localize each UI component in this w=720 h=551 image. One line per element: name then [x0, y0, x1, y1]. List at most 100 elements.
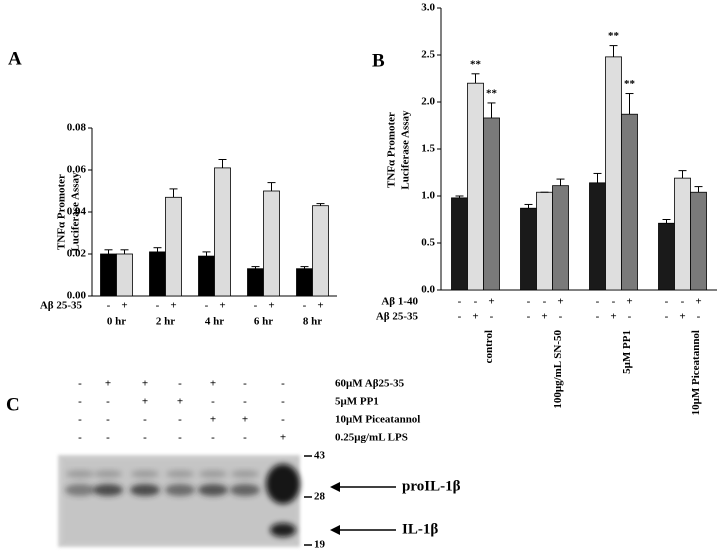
error-bar [694, 186, 703, 193]
gel-band [266, 464, 300, 504]
significance-label: ** [486, 87, 498, 99]
bar [589, 182, 606, 291]
condition-sign: - [281, 378, 285, 390]
marker-label: 19 [314, 539, 326, 551]
x-tick-label: 4 hr [205, 316, 224, 328]
condition-sign: - [681, 296, 685, 308]
condition-sign: - [596, 311, 600, 323]
condition-sign: - [559, 311, 563, 323]
condition-sign: + [557, 296, 563, 308]
gel-band [199, 470, 227, 478]
condition-sign: - [474, 296, 478, 308]
bar [116, 253, 133, 297]
condition-sign: - [458, 311, 462, 323]
condition-sign: - [612, 296, 616, 308]
condition-sign: - [490, 311, 494, 323]
bar [312, 205, 329, 297]
bar [198, 255, 215, 297]
panel-label: C [6, 394, 20, 415]
condition-sign: - [281, 396, 285, 408]
error-bar [202, 251, 211, 257]
condition-label: 60μM Aβ25-35 [335, 378, 405, 390]
condition-sign: - [78, 378, 82, 390]
gel-band [166, 470, 194, 478]
condition-sign: - [78, 396, 82, 408]
bar [467, 82, 484, 291]
condition-sign: - [178, 378, 182, 390]
condition-sign: + [105, 378, 111, 390]
bar [483, 117, 500, 291]
condition-sign: - [107, 300, 111, 312]
condition-label: Aβ 25-35 [40, 300, 83, 312]
y-tick-label: 3.0 [421, 2, 435, 14]
bar [296, 268, 313, 297]
gel [58, 455, 300, 547]
condition-sign: - [303, 300, 307, 312]
condition-sign: + [142, 396, 148, 408]
condition-label: 10μM Piceatannol [335, 414, 420, 426]
condition-sign: - [243, 432, 247, 444]
condition-sign: - [243, 378, 247, 390]
gel-band [230, 484, 260, 496]
condition-sign: - [281, 414, 285, 426]
marker-label: 28 [314, 491, 326, 503]
x-tick-label: 2 hr [156, 316, 175, 328]
condition-sign: + [280, 432, 286, 444]
condition-sign: + [210, 378, 216, 390]
band-arrowhead [330, 482, 340, 492]
condition-sign: + [268, 300, 274, 312]
error-bar [662, 219, 671, 224]
error-bar [218, 159, 227, 168]
error-bar [593, 172, 602, 183]
x-tick-label: control [483, 330, 495, 363]
gel-band [270, 523, 296, 537]
bar [674, 177, 691, 291]
bar [100, 253, 117, 297]
condition-sign: - [178, 432, 182, 444]
condition-sign: + [695, 296, 701, 308]
gel-band [65, 484, 95, 496]
condition-sign: + [488, 296, 494, 308]
gel-band [94, 470, 122, 478]
y-axis-label: TNFα Promoter [386, 112, 398, 188]
y-tick-label: 0.0 [421, 284, 435, 296]
condition-sign: + [610, 311, 616, 323]
y-axis-label: Luciferase Assay [70, 172, 82, 252]
bar [690, 191, 707, 291]
condition-sign: - [106, 396, 110, 408]
condition-label: 5μM PP1 [335, 396, 379, 408]
panel-label: B [372, 50, 385, 71]
panel-label: A [8, 48, 22, 69]
y-tick-label: 1.5 [421, 143, 435, 155]
bar [605, 56, 622, 291]
error-bar [251, 266, 260, 269]
condition-sign: - [665, 311, 669, 323]
gel-band [131, 470, 159, 478]
error-bar [316, 203, 325, 206]
bar [658, 222, 675, 291]
gel-band [165, 484, 195, 496]
bar [214, 167, 231, 297]
condition-sign: + [142, 378, 148, 390]
condition-sign: - [243, 396, 247, 408]
error-bar [678, 170, 687, 179]
band-label: IL-1β [402, 521, 438, 537]
gel-band [93, 484, 123, 496]
condition-sign: - [665, 296, 669, 308]
x-tick-label: 10μM Piceatannol [690, 330, 702, 415]
band-label: proIL-1β [402, 478, 461, 494]
condition-sign: + [210, 414, 216, 426]
condition-sign: - [254, 300, 258, 312]
condition-label: Aβ 25-35 [376, 311, 419, 323]
gel-band [130, 484, 160, 496]
condition-sign: + [219, 300, 225, 312]
error-bar [609, 45, 618, 57]
bar [536, 191, 553, 291]
y-tick-label: 2.5 [421, 49, 435, 61]
significance-label: ** [470, 58, 482, 70]
condition-sign: - [628, 311, 632, 323]
error-bar [455, 195, 464, 198]
condition-sign: - [527, 296, 531, 308]
bar [149, 251, 166, 297]
